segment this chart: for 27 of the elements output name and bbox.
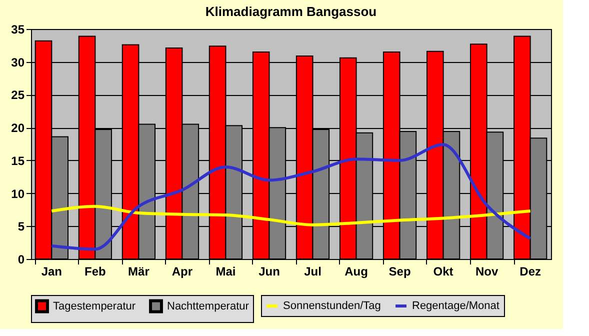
x-tick-label: Dez	[520, 264, 541, 278]
x-tick-label: Okt	[433, 264, 454, 278]
x-tick-label: Jan	[41, 264, 62, 278]
y-tick-label: 20	[11, 121, 25, 136]
y-tick-label: 25	[11, 88, 25, 102]
x-tick-label: Nov	[475, 264, 498, 278]
legend-label: Regentage/Monat	[412, 300, 500, 312]
legend-label: Nachttemperatur	[167, 300, 250, 312]
y-tick-label: 30	[11, 55, 25, 70]
x-tick-label: Apr	[172, 264, 193, 278]
y-tick-label: 35	[11, 22, 25, 36]
line-series	[50, 143, 532, 251]
y-tick-label: 15	[11, 154, 25, 168]
legend-label: Tagestemperatur	[53, 300, 136, 312]
x-tick-label: Jul	[304, 264, 322, 278]
x-tick-label: Sep	[388, 264, 411, 278]
y-tick-label: 10	[11, 186, 25, 201]
chart-title: Klimadiagramm Bangassou	[205, 4, 377, 19]
y-tick-label: 0	[18, 252, 25, 266]
x-tick-label: Mär	[128, 264, 150, 278]
y-tick-label: 5	[18, 220, 25, 234]
x-tick-label: Mai	[216, 264, 236, 278]
line-series	[50, 204, 532, 226]
x-tick-label: Feb	[84, 264, 106, 278]
x-tick-label: Jun	[258, 264, 280, 278]
legend-label: Sonnenstunden/Tag	[283, 300, 381, 312]
x-tick-label: Aug	[344, 264, 368, 278]
